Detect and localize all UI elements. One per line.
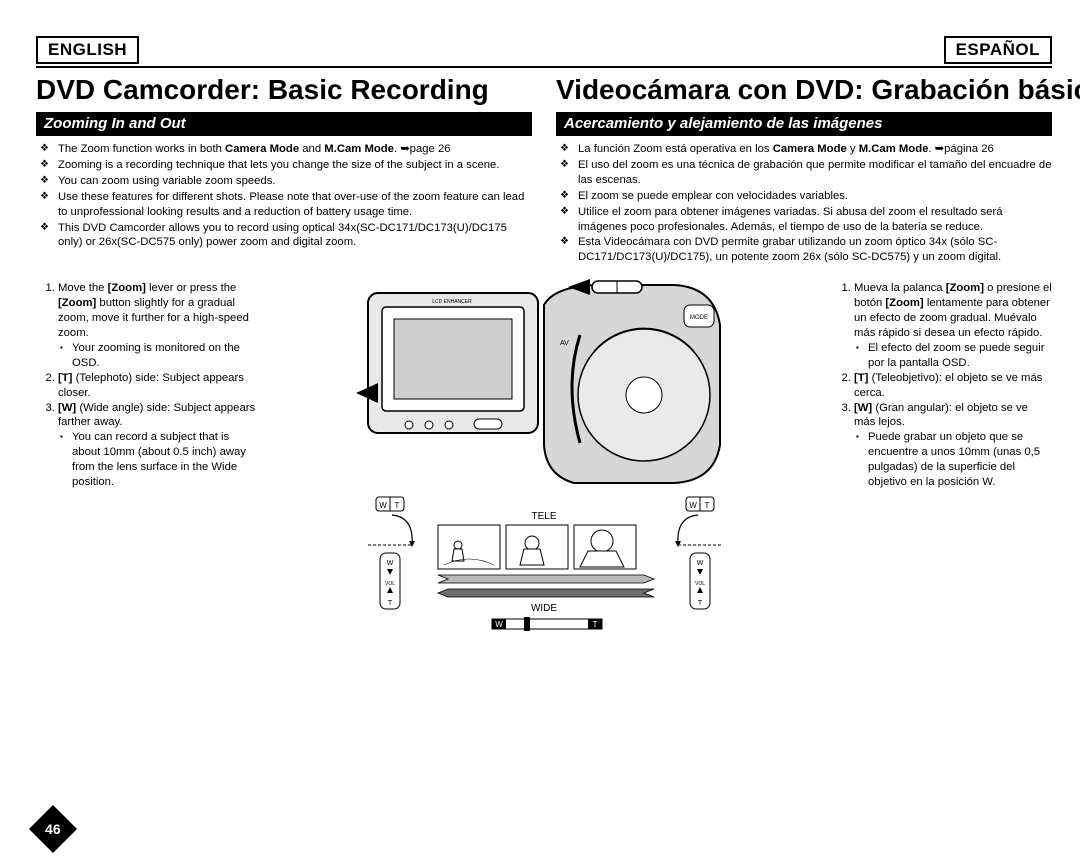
english-column: DVD Camcorder: Basic Recording Zooming I… [36,72,532,273]
step-item: [T] (Telephoto) side: Subject appears cl… [58,371,256,401]
step-sub-list: El efecto del zoom se puede seguir por l… [854,341,1052,371]
step-item: [T] (Teleobjetivo): el objeto se ve más … [854,371,1052,401]
bullet-item: Use these features for different shots. … [58,190,532,220]
figure-wrap: LCD ENHANCER [264,275,824,645]
bullet-item: Utilice el zoom para obtener imágenes va… [578,205,1052,235]
tele-label: TELE [531,511,556,522]
step-sub-item: You can record a subject that is about 1… [72,430,256,490]
zoom-diagram: W T W VOL T W T [354,495,734,645]
mode-label: MODE [690,315,708,321]
manual-page: ENGLISH ESPAÑOL DVD Camcorder: Basic Rec… [0,0,1080,866]
english-section-heading: Zooming In and Out [36,112,532,136]
svg-text:T: T [395,501,400,510]
bullet-item: Esta Videocámara con DVD permite grabar … [578,235,1052,265]
wide-label: WIDE [531,603,557,614]
svg-text:W: W [387,560,394,567]
bullet-item: La función Zoom está operativa en los Ca… [578,142,1052,157]
two-column-content: DVD Camcorder: Basic Recording Zooming I… [36,72,1052,273]
spanish-steps: Mueva la palanca [Zoom] o presione el bo… [832,281,1052,490]
svg-text:T: T [593,620,598,629]
step-item: Move the [Zoom] lever or press the [Zoom… [58,281,256,370]
svg-text:VOL: VOL [385,581,395,587]
svg-text:VOL: VOL [695,581,705,587]
svg-text:T: T [698,600,703,607]
lang-spanish-label: ESPAÑOL [944,36,1052,64]
step-item: [W] (Gran angular): el objeto se ve más … [854,401,1052,490]
bullet-item: You can zoom using variable zoom speeds. [58,174,532,189]
top-rule [36,66,1052,68]
spanish-chapter-title: Videocámara con DVD: Grabación básica [556,74,1052,106]
svg-text:W: W [379,501,387,510]
step-sub-list: You can record a subject that is about 1… [58,430,256,490]
spanish-bullet-list: La función Zoom está operativa en los Ca… [556,142,1052,265]
english-steps: Move the [Zoom] lever or press the [Zoom… [36,281,256,490]
english-chapter-title: DVD Camcorder: Basic Recording [36,74,532,106]
page-number-badge: 46 [36,812,70,846]
english-steps-wrap: Move the [Zoom] lever or press the [Zoom… [36,275,256,645]
av-label: AV [560,340,569,347]
step-sub-item: El efecto del zoom se puede seguir por l… [868,341,1052,371]
spanish-column: Videocámara con DVD: Grabación básica Ac… [556,72,1052,273]
page-number: 46 [45,821,61,837]
svg-text:W: W [495,620,503,629]
spanish-section-heading: Acercamiento y alejamiento de las imágen… [556,112,1052,136]
bullet-item: The Zoom function works in both Camera M… [58,142,532,157]
bullet-item: El uso del zoom es una técnica de grabac… [578,158,1052,188]
step-sub-list: Puede grabar un objeto que se encuentre … [854,430,1052,490]
svg-text:W: W [697,560,704,567]
step-sub-item: Your zooming is monitored on the OSD. [72,341,256,371]
step-sub-list: Your zooming is monitored on the OSD. [58,341,256,371]
bullet-item: El zoom se puede emplear con velocidades… [578,189,1052,204]
step-item: Mueva la palanca [Zoom] o presione el bo… [854,281,1052,370]
steps-and-figure-row: Move the [Zoom] lever or press the [Zoom… [36,275,1052,645]
step-sub-item: Puede grabar un objeto que se encuentre … [868,430,1052,490]
lang-english-label: ENGLISH [36,36,139,64]
language-labels: ENGLISH ESPAÑOL [36,36,1052,64]
spanish-steps-wrap: Mueva la palanca [Zoom] o presione el bo… [832,275,1052,645]
english-bullet-list: The Zoom function works in both Camera M… [36,142,532,250]
svg-text:T: T [388,600,393,607]
lcd-enhancer-label: LCD ENHANCER [432,299,472,305]
bullet-item: This DVD Camcorder allows you to record … [58,221,532,251]
page-number-diamond-icon: 46 [29,805,77,853]
bullet-item: Zooming is a recording technique that le… [58,158,532,173]
step-item: [W] (Wide angle) side: Subject appears f… [58,401,256,490]
svg-text:W: W [689,501,697,510]
svg-text:T: T [705,501,710,510]
camcorder-illustration: LCD ENHANCER [354,275,734,495]
